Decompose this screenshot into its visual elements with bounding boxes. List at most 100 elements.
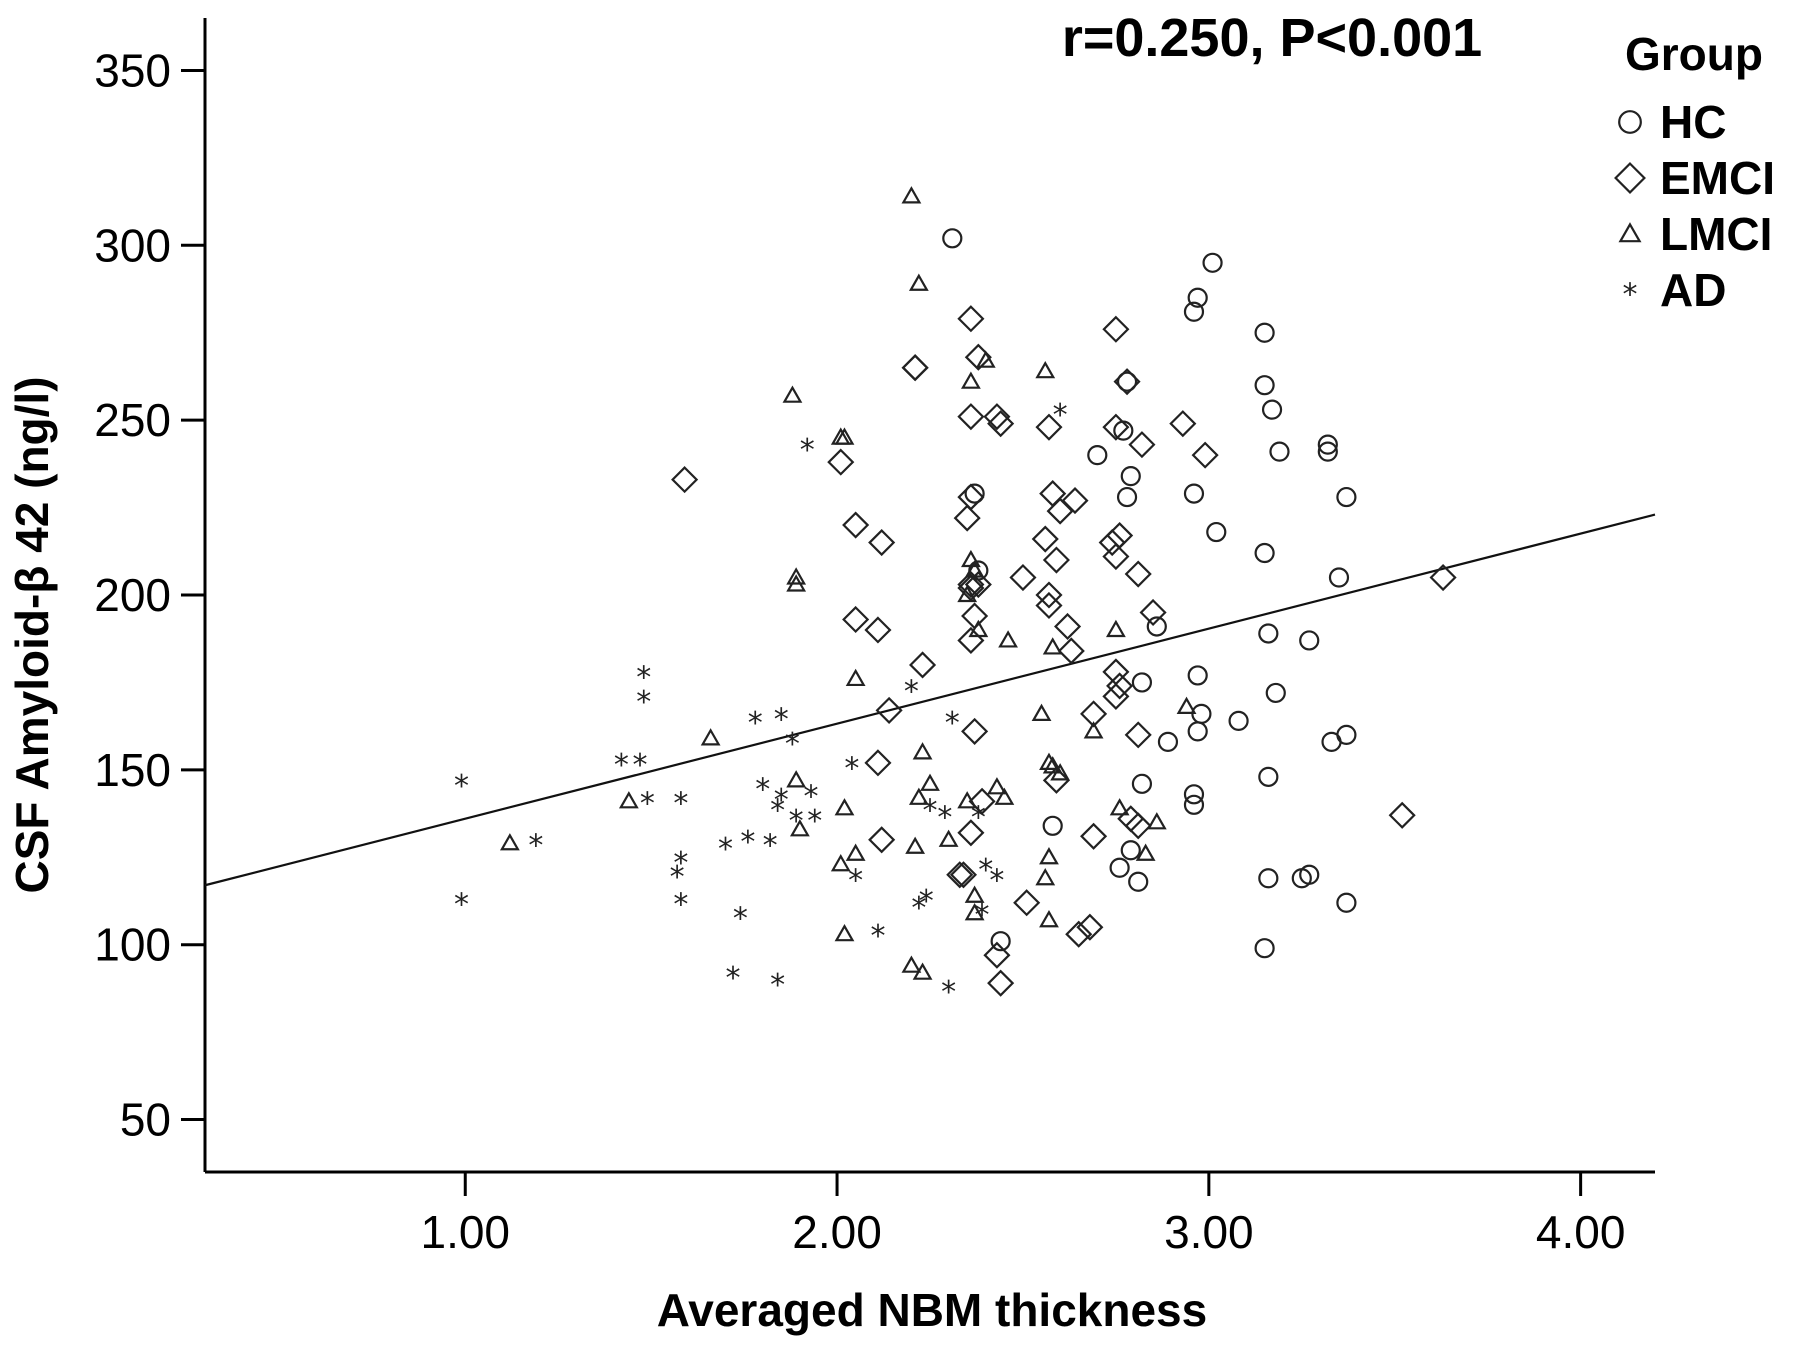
point-hc: [1336, 486, 1357, 508]
point-emci: [842, 511, 870, 539]
point-hc: [1258, 766, 1279, 787]
point-hc: [1299, 630, 1320, 651]
point-hc: [1254, 938, 1275, 959]
point-lmci: [968, 619, 989, 638]
point-ad: *: [937, 800, 952, 835]
point-lmci: [834, 798, 855, 816]
point-ad: *: [755, 772, 770, 807]
point-emci: [1191, 441, 1219, 469]
point-hc: [1120, 840, 1141, 861]
point-emci: [1035, 581, 1063, 609]
point-hc: [1258, 868, 1279, 889]
x-tick-label: 4.00: [1536, 1206, 1626, 1258]
point-hc: [1299, 864, 1320, 885]
point-hc: [1183, 784, 1205, 805]
point-hc: [1269, 441, 1290, 462]
legend-label: LMCI: [1660, 208, 1772, 260]
point-emci: [987, 969, 1015, 997]
point-lmci: [789, 819, 810, 837]
point-emci: [1102, 658, 1130, 686]
point-emci: [961, 717, 989, 745]
point-lmci: [975, 350, 996, 368]
point-ad: *: [904, 674, 919, 709]
point-emci: [983, 403, 1011, 431]
point-lmci: [901, 186, 922, 204]
point-ad: *: [733, 902, 748, 937]
point-ad: *: [989, 863, 1004, 898]
point-hc: [1183, 301, 1205, 322]
x-axis-title: Averaged NBM thickness: [657, 1284, 1207, 1336]
point-ad: *: [633, 748, 648, 783]
point-ad: *: [807, 804, 822, 839]
point-ad: *: [770, 793, 785, 828]
point-emci: [957, 403, 985, 431]
point-hc: [942, 228, 963, 249]
point-emci: [842, 605, 870, 634]
point-emci: [864, 749, 892, 777]
point-emci: [1102, 413, 1130, 441]
series-lmci: [499, 186, 1197, 980]
point-ad: *: [789, 804, 804, 839]
point-lmci: [905, 836, 926, 854]
point-hc: [1183, 483, 1205, 504]
legend-marker-ad: *: [1623, 277, 1638, 312]
point-lmci: [834, 427, 855, 445]
y-tick-label: 200: [94, 569, 171, 621]
legend-item-hc: HC: [1618, 96, 1726, 148]
point-emci: [1102, 315, 1130, 343]
point-ad: *: [763, 828, 778, 863]
point-lmci: [912, 742, 933, 760]
legend-item-ad: * AD: [1623, 264, 1727, 316]
point-emci: [901, 354, 929, 382]
series-hc: [942, 228, 1357, 959]
legend-label: AD: [1660, 264, 1726, 316]
point-ad: *: [770, 968, 785, 1003]
point-hc: [1317, 441, 1338, 462]
point-ad: *: [923, 793, 938, 828]
point-emci: [1106, 672, 1134, 700]
point-emci: [1065, 920, 1093, 948]
point-lmci: [957, 791, 978, 809]
point-hc: [964, 483, 985, 504]
point-ad: *: [670, 860, 685, 895]
point-emci: [1035, 591, 1063, 620]
point-hc: [1087, 445, 1108, 466]
point-emci: [1128, 431, 1156, 459]
axes: 50 100 150 200 250 300 350 1.00 2.00 3.00 4.00: [94, 18, 1655, 1258]
point-lmci: [1042, 756, 1063, 774]
point-emci: [1169, 410, 1197, 438]
point-ad: *: [774, 702, 789, 737]
point-ad: *: [740, 825, 755, 860]
point-hc: [1042, 815, 1063, 836]
legend-item-lmci: LMCI: [1618, 208, 1772, 260]
regression-line: [204, 513, 1656, 887]
point-lmci: [957, 584, 978, 603]
point-emci: [1035, 413, 1063, 441]
point-emci: [1124, 812, 1152, 840]
point-lmci: [964, 560, 985, 578]
point-lmci: [1031, 703, 1052, 721]
point-lmci: [1083, 721, 1104, 739]
point-emci: [875, 696, 903, 724]
y-tick-label: 350: [94, 44, 171, 96]
point-lmci: [1176, 696, 1197, 715]
point-ad: *: [971, 800, 986, 835]
point-hc: [1261, 399, 1283, 420]
legend-label: EMCI: [1660, 152, 1775, 204]
point-lmci: [912, 962, 933, 980]
legend-label: HC: [1660, 96, 1726, 148]
point-hc: [1120, 466, 1141, 487]
point-hc: [1336, 892, 1357, 913]
point-lmci: [908, 273, 929, 291]
point-lmci: [786, 574, 807, 592]
point-lmci: [920, 773, 940, 791]
point-emci: [1098, 528, 1126, 557]
series-ad: **** ** ** ****** * ** * ** *** ***** * ***** ** *** *…: [454, 398, 1068, 1010]
point-lmci: [834, 923, 855, 942]
point-lmci: [964, 903, 985, 921]
point-ad: *: [848, 863, 863, 898]
point-emci: [1042, 546, 1070, 574]
point-lmci: [1039, 847, 1059, 865]
y-tick-label: 250: [94, 394, 171, 446]
